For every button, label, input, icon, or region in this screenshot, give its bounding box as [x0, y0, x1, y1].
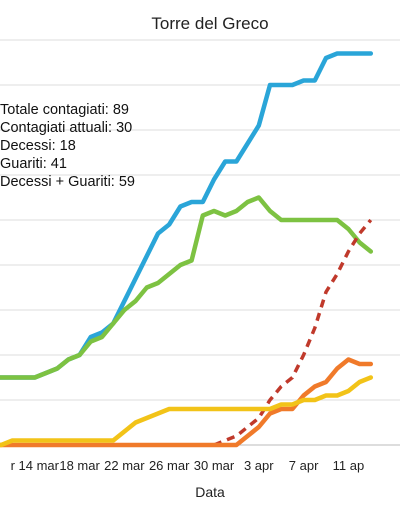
series-line-decessi: [0, 357, 374, 448]
x-axis-label: Data: [195, 484, 225, 500]
x-tick-label: 22 mar: [104, 458, 145, 473]
chart-title: Torre del Greco: [151, 14, 269, 33]
info-totale: Totale contagiati: 89: [0, 102, 129, 118]
info-decessi: Decessi: 18: [0, 138, 76, 154]
x-tick-label: 18 mar: [59, 458, 100, 473]
info-box: Totale contagiati: 89 Contagiati attuali…: [0, 101, 135, 191]
info-guariti: Guariti: 41: [0, 156, 67, 172]
x-tick-label: 30 mar: [194, 458, 235, 473]
series-line-attuali: [0, 195, 374, 380]
series-line-guariti: [0, 375, 374, 448]
info-attuali: Contagiati attuali: 30: [0, 120, 133, 136]
info-decessi-guariti: Decessi + Guariti: 59: [0, 174, 135, 190]
x-tick-label: r 14 mar: [11, 458, 60, 473]
x-tick-label: 11 ap: [333, 458, 365, 473]
x-tick-label: 7 apr: [289, 458, 319, 473]
x-tick-label: 26 mar: [149, 458, 190, 473]
x-tick-label: 3 apr: [244, 458, 274, 473]
